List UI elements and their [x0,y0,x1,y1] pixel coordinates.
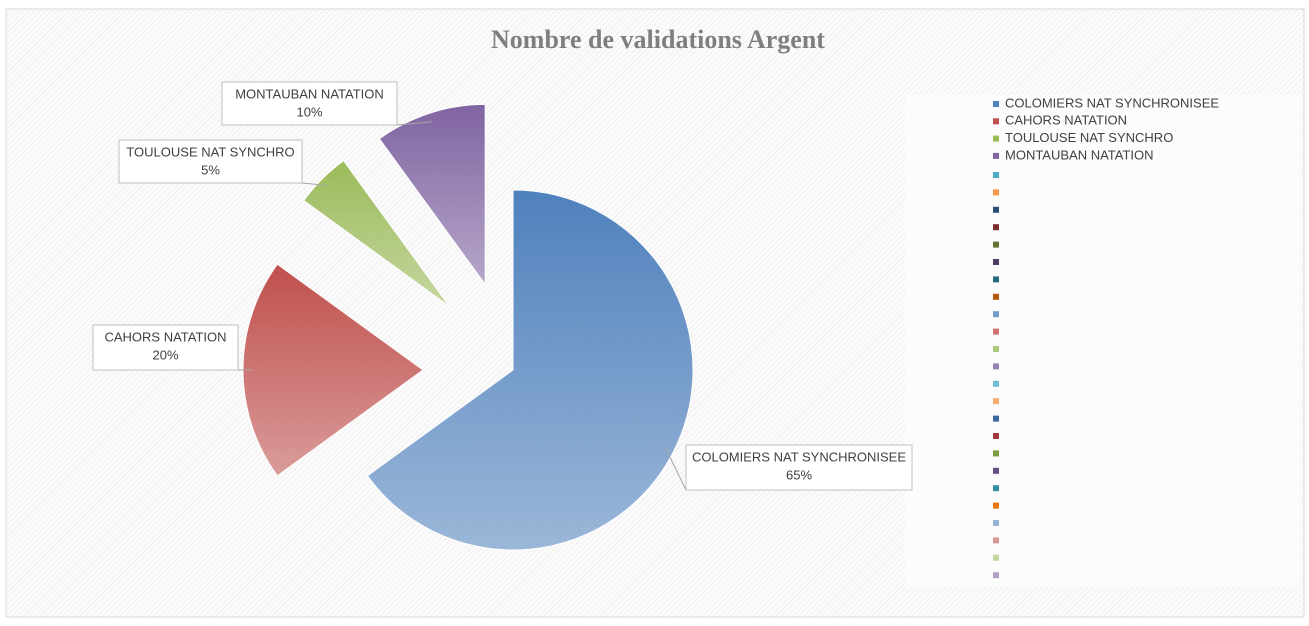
legend-box [905,95,1300,587]
data-label-box [92,324,239,371]
legend-marker [993,415,999,422]
legend-marker [993,572,999,579]
legend-marker [993,380,999,387]
data-label-value: 10% [296,104,322,119]
pie-slice [303,160,450,307]
leader-line [396,121,433,126]
legend-marker [993,152,999,159]
pie-slice [366,189,694,551]
legend-marker [993,206,999,213]
legend-marker [993,485,999,492]
data-label-value: 5% [201,162,220,177]
chart-title: Nombre de validations Argent [491,25,825,54]
legend-marker [993,172,999,178]
legend-marker [993,467,999,474]
legend-marker [993,328,999,335]
legend-label: MONTAUBAN NATATION [1005,147,1154,162]
legend-marker [993,241,999,248]
legend-marker [993,520,999,526]
data-label-box [685,444,913,491]
data-label-name: CAHORS NATATION [104,329,226,344]
legend-marker [993,135,999,142]
legend-marker [993,537,999,544]
legend-marker [993,118,999,125]
leader-line [664,447,687,491]
data-label-box [221,81,398,126]
data-label-value: 20% [152,347,178,362]
legend-marker [993,259,999,265]
legend-marker [993,554,999,561]
leader-line [301,182,329,186]
data-label-name: COLOMIERS NAT SYNCHRONISEE [692,449,906,464]
legend-marker [993,276,999,283]
legend-label: COLOMIERS NAT SYNCHRONISEE [1005,95,1219,110]
legend-marker [993,450,999,457]
legend-label: TOULOUSE NAT SYNCHRO [1005,130,1173,145]
data-label-name: MONTAUBAN NATATION [235,86,384,101]
legend-marker [993,224,999,231]
legend-marker [993,293,999,300]
legend-marker [993,346,999,352]
legend-marker [993,433,999,439]
legend-marker [993,189,999,196]
data-label-name: TOULOUSE NAT SYNCHRO [126,144,294,159]
pie-slice [378,103,486,286]
legend-marker [993,398,999,405]
legend-marker [993,311,999,318]
legend-label: CAHORS NATATION [1005,113,1127,128]
data-label-box [118,139,303,184]
legend-marker [993,502,999,509]
legend-marker [993,101,999,107]
legend-marker [993,363,999,370]
data-label-value: 65% [786,467,812,482]
